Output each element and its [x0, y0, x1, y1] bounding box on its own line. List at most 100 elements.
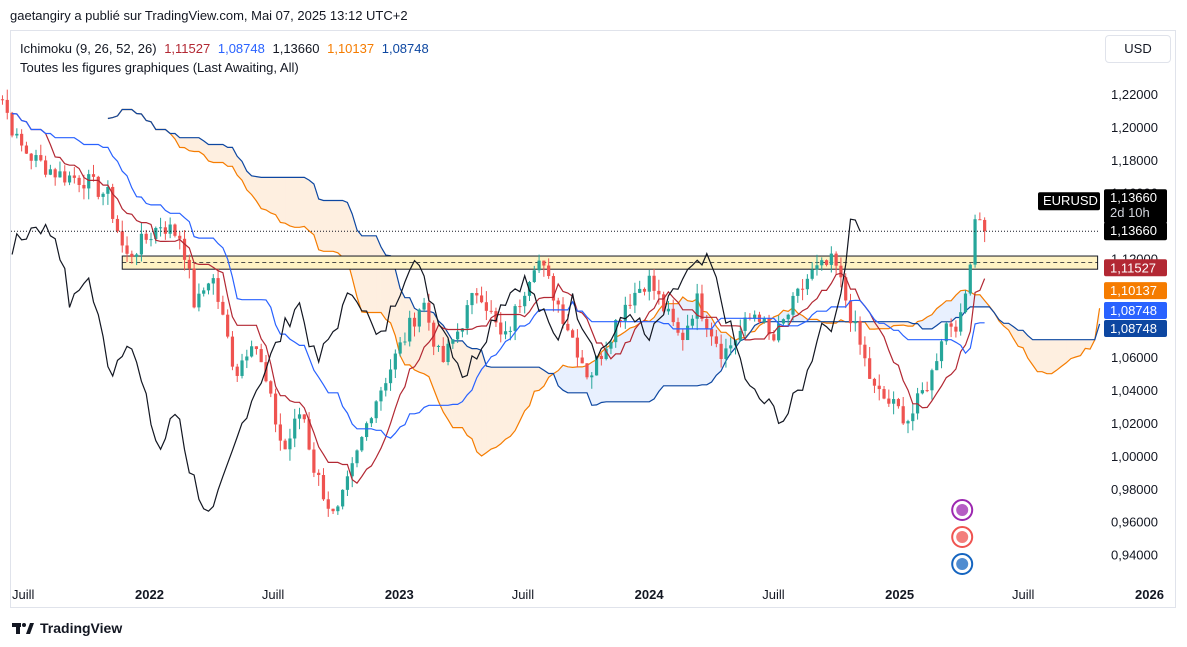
- kumo-cloud-segment: [309, 180, 314, 235]
- kumo-cloud-segment: [208, 144, 214, 163]
- kumo-cloud-segment: [601, 347, 607, 403]
- kumo-cloud-segment: [213, 144, 219, 163]
- candle-down: [901, 406, 905, 424]
- candle-up: [154, 227, 158, 240]
- candle-down: [709, 328, 714, 337]
- kumo-cloud-segment: [519, 367, 525, 421]
- kumo-cloud-segment: [658, 304, 664, 392]
- candle-down: [657, 290, 661, 295]
- candle-up: [436, 345, 441, 347]
- kumo-cloud-segment: [323, 200, 329, 252]
- candle-down: [547, 265, 551, 277]
- candle-down: [226, 314, 230, 337]
- currency-button[interactable]: USD: [1105, 35, 1171, 63]
- candle-up: [786, 314, 790, 320]
- drawings-legend-row[interactable]: Toutes les figures graphiques (Last Awai…: [20, 60, 299, 75]
- candle-up: [393, 353, 397, 370]
- kumo-cloud-segment: [649, 317, 655, 402]
- lightning-event-icon-inner: [956, 504, 969, 516]
- candle-down: [575, 337, 580, 358]
- candle-up: [695, 293, 699, 319]
- kumo-cloud-segment: [687, 300, 693, 386]
- candle-up: [805, 278, 809, 290]
- candle-down: [259, 349, 263, 363]
- kumo-cloud-segment: [1013, 326, 1019, 347]
- candle-down: [844, 277, 848, 301]
- candle-down: [111, 186, 115, 219]
- chart-panel[interactable]: [10, 30, 1176, 608]
- kumo-cloud-segment: [471, 348, 477, 452]
- x-tick-label: Juill: [1012, 587, 1035, 602]
- kumo-cloud-segment: [289, 177, 295, 228]
- x-tick-label: Juill: [512, 587, 535, 602]
- kumo-cloud-segment: [927, 314, 932, 329]
- candle-down: [20, 133, 24, 146]
- kumo-cloud-segment: [563, 365, 568, 393]
- x-tick-label: 2022: [135, 587, 164, 602]
- y-tick-label: 1,02000: [1111, 416, 1158, 431]
- kumo-cloud-segment: [606, 344, 611, 402]
- kumo-cloud-segment: [486, 366, 492, 453]
- candle-down: [321, 475, 326, 500]
- kumo-cloud-segment: [634, 323, 640, 402]
- candle-down: [307, 419, 311, 450]
- candle-down: [499, 322, 503, 335]
- kumo-cloud-segment: [639, 320, 645, 402]
- candle-up: [67, 175, 72, 183]
- kumo-cloud-segment: [218, 144, 223, 163]
- y-tick-label: 1,00000: [1111, 449, 1158, 464]
- price-tag-label: 1,13660: [1110, 190, 1157, 205]
- kumo-cloud-segment: [179, 137, 185, 148]
- candle-up: [810, 269, 814, 279]
- candle-down: [302, 414, 306, 420]
- candle-up: [379, 390, 383, 402]
- candle-down: [662, 294, 666, 312]
- kumo-cloud-segment: [390, 255, 396, 336]
- price-tag-label: 1,10137: [1110, 283, 1157, 298]
- indicator-legend-row[interactable]: Ichimoku (9, 26, 52, 26) 1,11527 1,08748…: [20, 39, 429, 58]
- candle-up: [508, 330, 512, 332]
- candle-down: [72, 175, 76, 178]
- kumo-cloud-segment: [342, 200, 348, 261]
- kumo-cloud-segment: [294, 177, 300, 228]
- chart-legend: Ichimoku (9, 26, 52, 26) 1,11527 1,08748…: [20, 39, 429, 77]
- kumo-cloud-segment: [371, 235, 377, 313]
- candle-up: [623, 304, 627, 321]
- candle-down: [144, 233, 148, 240]
- candle-down: [264, 362, 268, 382]
- kumo-cloud-segment: [1022, 330, 1028, 359]
- y-tick-label: 0,96000: [1111, 515, 1158, 530]
- candle-up: [470, 293, 474, 306]
- kumo-cloud-segment: [299, 177, 305, 228]
- candle-up: [197, 293, 201, 308]
- candle-down: [983, 219, 987, 232]
- candle-down: [858, 320, 862, 345]
- kumo-cloud-segment: [419, 311, 425, 374]
- candle-up: [345, 476, 350, 490]
- kumo-cloud-segment: [1037, 339, 1043, 372]
- kijun-value: 1,08748: [217, 41, 265, 56]
- kumo-cloud-segment: [270, 177, 276, 215]
- candle-down: [115, 218, 120, 232]
- kumo-cloud-segment: [505, 367, 511, 440]
- candle-up: [206, 283, 211, 291]
- x-tick-label: 2025: [885, 587, 914, 602]
- footer-brand[interactable]: TradingView: [12, 619, 122, 636]
- candle-down: [954, 326, 958, 332]
- candle-down: [254, 346, 258, 350]
- y-tick-label: 1,22000: [1111, 87, 1158, 102]
- kumo-cloud-segment: [515, 367, 520, 431]
- candle-down: [676, 322, 680, 333]
- candle-down: [652, 275, 656, 291]
- candle-up: [168, 224, 172, 234]
- kumo-cloud-segment: [376, 235, 381, 313]
- candle-down: [642, 288, 647, 292]
- kumo-cloud-segment: [313, 184, 319, 250]
- kumo-cloud-segment: [251, 175, 257, 202]
- indicator-name: Ichimoku (9, 26, 52, 26): [20, 41, 157, 56]
- candle-up: [930, 370, 934, 391]
- kumo-cloud-segment: [577, 366, 583, 393]
- eu-flag-event-icon-inner: [956, 558, 969, 570]
- candle-up: [355, 450, 359, 464]
